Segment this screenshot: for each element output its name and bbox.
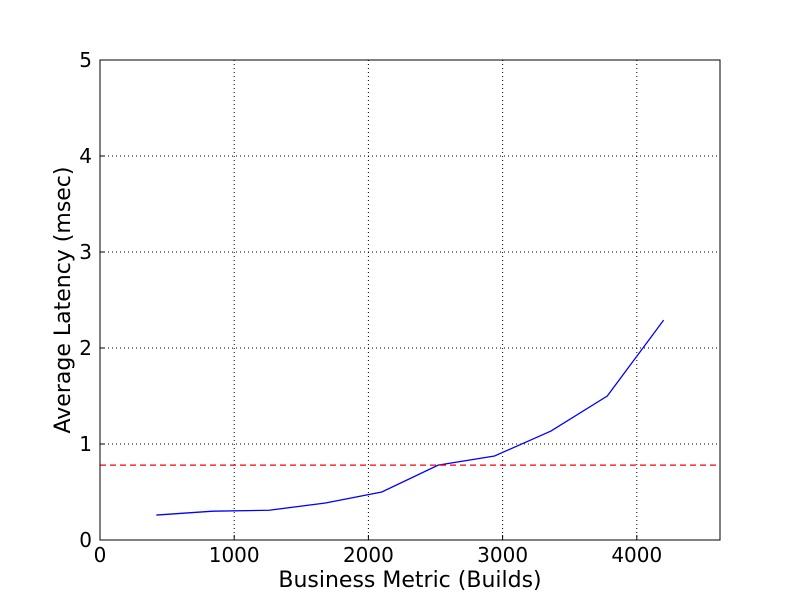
data-line <box>156 319 665 516</box>
y-tick-label: 0 <box>79 528 92 552</box>
y-tick-label: 2 <box>79 336 92 360</box>
x-axis-label: Business Metric (Builds) <box>278 568 541 593</box>
y-axis-label: Average Latency (msec) <box>51 167 76 434</box>
y-tick-label: 5 <box>79 48 92 72</box>
x-tick-label: 0 <box>94 543 107 567</box>
x-tick-label: 4000 <box>611 543 662 567</box>
x-tick-label: 3000 <box>477 543 528 567</box>
y-tick-label: 3 <box>79 240 92 264</box>
plot-frame <box>99 59 721 541</box>
x-tick-label: 2000 <box>343 543 394 567</box>
y-tick-label: 1 <box>79 432 92 456</box>
x-tick-label: 1000 <box>209 543 260 567</box>
y-tick-label: 4 <box>79 144 92 168</box>
